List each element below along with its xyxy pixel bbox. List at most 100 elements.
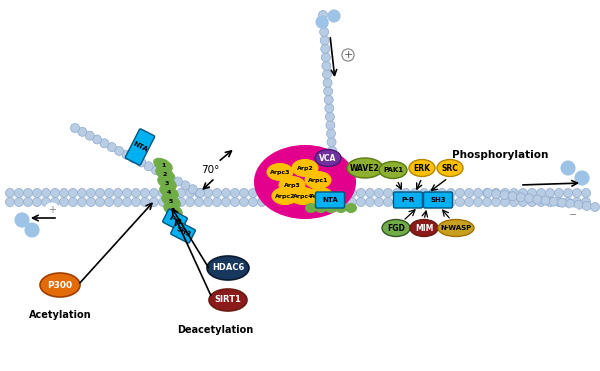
Circle shape [212, 197, 221, 207]
Circle shape [131, 188, 140, 197]
Circle shape [122, 197, 131, 207]
Circle shape [14, 197, 23, 207]
Circle shape [113, 188, 122, 197]
Circle shape [158, 197, 167, 207]
Circle shape [401, 188, 410, 197]
Circle shape [140, 188, 149, 197]
Circle shape [347, 188, 356, 197]
Text: 6: 6 [171, 207, 175, 213]
Circle shape [473, 197, 482, 207]
Ellipse shape [292, 160, 318, 177]
Circle shape [527, 188, 536, 197]
Ellipse shape [207, 256, 249, 280]
Circle shape [50, 197, 59, 207]
Circle shape [14, 188, 23, 197]
Circle shape [275, 188, 284, 197]
Text: Acetylation: Acetylation [29, 310, 91, 320]
Circle shape [32, 188, 41, 197]
Circle shape [181, 181, 190, 190]
Circle shape [321, 45, 330, 53]
Circle shape [464, 188, 473, 197]
Circle shape [566, 199, 575, 208]
Circle shape [536, 188, 545, 197]
Circle shape [15, 213, 29, 227]
Circle shape [508, 192, 517, 201]
Circle shape [45, 203, 59, 217]
Ellipse shape [379, 161, 407, 178]
Circle shape [221, 197, 230, 207]
Circle shape [325, 112, 334, 121]
Ellipse shape [307, 187, 333, 204]
Circle shape [338, 197, 347, 207]
Circle shape [188, 185, 197, 194]
Circle shape [392, 188, 401, 197]
Circle shape [322, 53, 331, 62]
Circle shape [266, 188, 275, 197]
Circle shape [331, 188, 340, 197]
Text: Deacetylation: Deacetylation [177, 325, 253, 335]
Circle shape [5, 188, 14, 197]
Circle shape [383, 188, 392, 197]
Circle shape [329, 188, 338, 197]
Circle shape [527, 197, 536, 207]
Circle shape [78, 127, 87, 136]
Circle shape [166, 173, 175, 182]
Ellipse shape [305, 171, 331, 188]
Circle shape [575, 171, 589, 185]
Circle shape [574, 200, 583, 209]
FancyBboxPatch shape [125, 129, 155, 165]
Text: −: − [569, 210, 577, 220]
Circle shape [374, 197, 383, 207]
Circle shape [563, 197, 572, 207]
Ellipse shape [335, 204, 347, 213]
Circle shape [473, 188, 482, 197]
Text: PAK1: PAK1 [383, 167, 403, 173]
Circle shape [284, 188, 293, 197]
Circle shape [185, 188, 194, 197]
Circle shape [563, 188, 572, 197]
Circle shape [328, 155, 337, 164]
Circle shape [230, 197, 239, 207]
Circle shape [320, 197, 329, 207]
Circle shape [196, 188, 205, 197]
Circle shape [517, 193, 526, 202]
Circle shape [115, 147, 124, 155]
Circle shape [328, 146, 337, 155]
Circle shape [410, 197, 419, 207]
Circle shape [545, 197, 554, 207]
Circle shape [239, 188, 248, 197]
Circle shape [176, 188, 185, 197]
Ellipse shape [40, 273, 80, 297]
Circle shape [41, 197, 50, 207]
Circle shape [319, 19, 328, 28]
Circle shape [320, 188, 329, 197]
Circle shape [581, 197, 590, 207]
Ellipse shape [410, 220, 438, 236]
Ellipse shape [156, 167, 174, 181]
Circle shape [328, 10, 340, 22]
Text: Arpc3: Arpc3 [270, 170, 290, 174]
Circle shape [68, 188, 77, 197]
Circle shape [302, 188, 311, 197]
Circle shape [329, 197, 338, 207]
Circle shape [23, 197, 32, 207]
Circle shape [23, 188, 32, 197]
Text: 3: 3 [165, 181, 169, 186]
Circle shape [85, 131, 94, 140]
Circle shape [572, 188, 581, 197]
Circle shape [319, 10, 328, 20]
Text: HDAC6: HDAC6 [212, 263, 244, 273]
Circle shape [356, 197, 365, 207]
Circle shape [104, 188, 113, 197]
Ellipse shape [160, 186, 178, 199]
Text: NTA: NTA [131, 141, 148, 153]
Text: Arp3: Arp3 [284, 183, 301, 187]
Circle shape [167, 197, 176, 207]
Text: Arpc2: Arpc2 [275, 194, 295, 198]
Ellipse shape [290, 187, 316, 204]
Circle shape [347, 197, 356, 207]
Text: 70°: 70° [201, 165, 219, 175]
Text: ERK: ERK [413, 164, 430, 173]
Circle shape [86, 188, 95, 197]
Circle shape [130, 154, 139, 163]
